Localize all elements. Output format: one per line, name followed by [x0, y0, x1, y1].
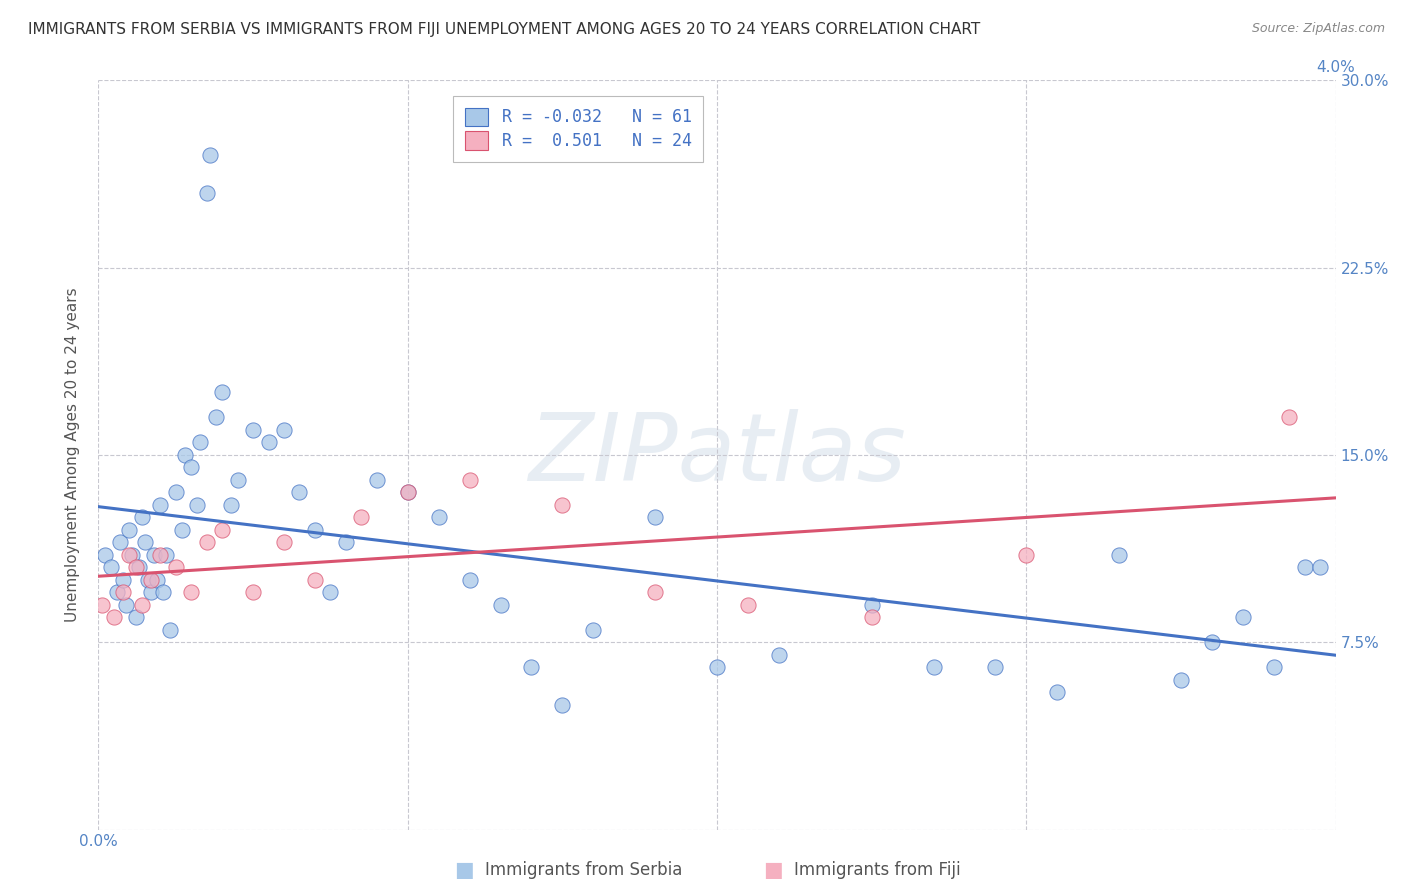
Point [1046, 685, 1069, 699]
Point [93, 548, 115, 562]
Point [860, 610, 883, 624]
Point [860, 598, 883, 612]
Point [105, 585, 128, 599]
Point [195, 535, 218, 549]
Point [489, 598, 512, 612]
Point [1309, 560, 1331, 574]
Point [644, 510, 666, 524]
Y-axis label: Unemployment Among Ages 20 to 24 years: Unemployment Among Ages 20 to 24 years [65, 287, 80, 623]
Point [136, 573, 159, 587]
Point [551, 498, 574, 512]
Point [737, 598, 759, 612]
Point [131, 598, 153, 612]
Point [1201, 635, 1223, 649]
Point [551, 698, 574, 712]
Point [350, 510, 373, 524]
Point [226, 473, 249, 487]
Point [396, 485, 419, 500]
Point [288, 485, 311, 500]
Text: Source: ZipAtlas.com: Source: ZipAtlas.com [1251, 22, 1385, 36]
Point [211, 385, 233, 400]
Text: IMMIGRANTS FROM SERBIA VS IMMIGRANTS FROM FIJI UNEMPLOYMENT AMONG AGES 20 TO 24 : IMMIGRANTS FROM SERBIA VS IMMIGRANTS FRO… [28, 22, 980, 37]
Point [1278, 410, 1301, 425]
Point [366, 473, 388, 487]
Point [922, 660, 945, 674]
Point [427, 510, 450, 524]
Point [134, 535, 156, 549]
Text: ■: ■ [763, 860, 783, 880]
Point [121, 548, 143, 562]
Point [1294, 560, 1316, 574]
Point [458, 573, 481, 587]
Point [768, 648, 790, 662]
Point [644, 585, 666, 599]
Point [304, 573, 326, 587]
Point [304, 523, 326, 537]
Point [186, 498, 208, 512]
Point [139, 585, 162, 599]
Point [174, 448, 197, 462]
Point [180, 460, 202, 475]
Point [205, 410, 228, 425]
Point [273, 535, 295, 549]
Point [273, 423, 295, 437]
Point [108, 535, 131, 549]
Point [131, 510, 153, 524]
Point [180, 585, 202, 599]
Point [124, 560, 146, 574]
Text: ZIPatlas: ZIPatlas [529, 409, 905, 500]
Point [139, 573, 162, 587]
Point [152, 585, 174, 599]
Point [195, 186, 218, 200]
Point [103, 610, 125, 624]
Point [128, 560, 150, 574]
Point [190, 435, 212, 450]
Point [1170, 673, 1192, 687]
Point [90, 598, 112, 612]
Point [170, 523, 193, 537]
Point [1108, 548, 1130, 562]
Point [221, 498, 243, 512]
Point [1015, 548, 1038, 562]
Point [396, 485, 419, 500]
Point [211, 523, 233, 537]
Point [520, 660, 543, 674]
Point [198, 148, 221, 162]
Point [124, 610, 146, 624]
Point [1232, 610, 1254, 624]
Point [112, 585, 135, 599]
Text: ■: ■ [454, 860, 474, 880]
Point [112, 573, 135, 587]
Point [143, 548, 166, 562]
Point [155, 548, 177, 562]
Point [706, 660, 728, 674]
Text: Immigrants from Fiji: Immigrants from Fiji [794, 861, 962, 879]
Point [242, 423, 264, 437]
Point [984, 660, 1007, 674]
Point [165, 560, 187, 574]
Point [115, 598, 138, 612]
Point [319, 585, 342, 599]
Point [149, 498, 172, 512]
Point [118, 548, 141, 562]
Text: Immigrants from Serbia: Immigrants from Serbia [485, 861, 682, 879]
Point [242, 585, 264, 599]
Point [159, 623, 181, 637]
Point [146, 573, 169, 587]
Point [335, 535, 357, 549]
Point [118, 523, 141, 537]
Legend: R = -0.032   N = 61, R =  0.501   N = 24: R = -0.032 N = 61, R = 0.501 N = 24 [453, 96, 703, 161]
Point [1263, 660, 1285, 674]
Point [458, 473, 481, 487]
Point [149, 548, 172, 562]
Point [100, 560, 122, 574]
Point [165, 485, 187, 500]
Point [257, 435, 280, 450]
Point [582, 623, 605, 637]
